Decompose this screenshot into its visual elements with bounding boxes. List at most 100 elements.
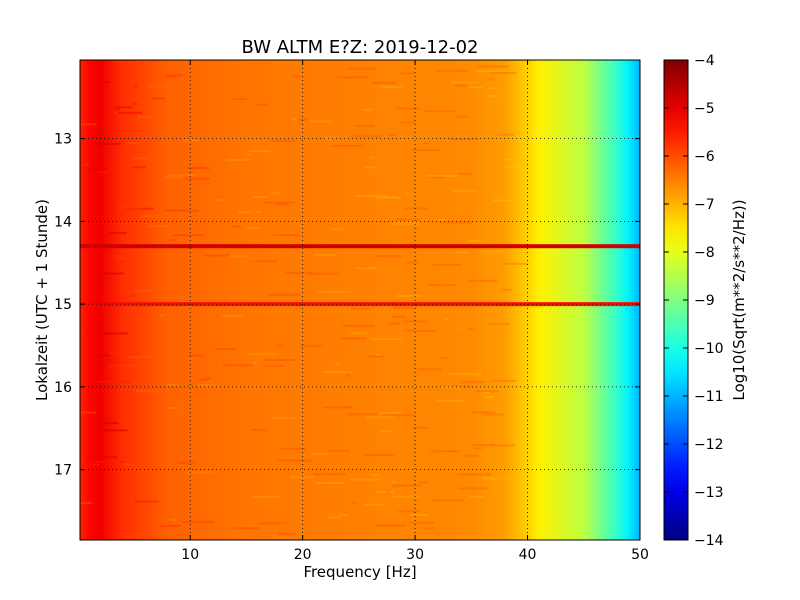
texture-streak xyxy=(409,521,435,524)
texture-streak xyxy=(131,166,146,169)
texture-streak xyxy=(275,344,284,347)
texture-streak xyxy=(228,255,248,258)
texture-streak xyxy=(232,98,248,101)
texture-streak xyxy=(184,139,200,142)
x-tick-label: 10 xyxy=(181,547,199,563)
texture-streak xyxy=(270,139,295,142)
texture-streak xyxy=(444,318,449,321)
x-axis-label: Frequency [Hz] xyxy=(303,563,416,581)
texture-streak xyxy=(457,473,492,476)
texture-streak xyxy=(222,364,253,367)
texture-streak xyxy=(99,354,111,357)
texture-streak xyxy=(278,532,296,535)
y-tick-label: 16 xyxy=(54,380,72,396)
x-tick-label: 50 xyxy=(631,547,649,563)
texture-streak xyxy=(344,406,354,409)
texture-streak xyxy=(481,250,507,253)
texture-streak xyxy=(113,255,122,258)
texture-streak xyxy=(390,495,421,498)
texture-streak xyxy=(448,373,482,376)
colorbar-tick-label: −13 xyxy=(694,485,724,501)
texture-streak xyxy=(252,361,259,364)
texture-streak xyxy=(438,221,472,224)
plot-frame xyxy=(79,59,641,541)
texture-streak xyxy=(380,430,394,433)
texture-streak xyxy=(215,348,237,351)
texture-streak xyxy=(425,527,434,530)
texture-streak xyxy=(248,353,278,356)
texture-streak xyxy=(395,218,420,221)
x-tick-label: 20 xyxy=(294,547,312,563)
texture-streak xyxy=(80,411,97,414)
texture-streak xyxy=(489,72,517,75)
texture-streak xyxy=(103,422,119,425)
texture-streak xyxy=(430,450,458,453)
texture-streak xyxy=(431,499,463,502)
texture-streak xyxy=(423,110,456,113)
texture-streak xyxy=(310,120,332,123)
texture-streak xyxy=(258,522,287,525)
texture-streak xyxy=(389,322,401,325)
texture-streak xyxy=(490,379,517,382)
texture-streak xyxy=(178,461,196,464)
texture-streak xyxy=(114,107,120,110)
texture-streak xyxy=(326,449,350,452)
gridlines xyxy=(80,60,640,540)
texture-streak xyxy=(349,332,367,335)
texture-streak xyxy=(225,159,249,162)
texture-streak xyxy=(130,294,135,297)
texture-streak xyxy=(449,450,461,453)
texture-streak xyxy=(391,484,421,487)
texture-streak xyxy=(440,357,448,360)
texture-streak xyxy=(436,399,465,402)
texture-streak xyxy=(375,255,403,258)
colorbar-tick-label: −8 xyxy=(694,245,715,261)
texture-streak xyxy=(116,206,139,209)
texture-streak xyxy=(500,288,513,291)
texture-streak xyxy=(468,86,484,89)
texture-streak xyxy=(504,158,528,161)
texture-streak xyxy=(464,454,479,457)
y-tick-label: 15 xyxy=(54,297,72,313)
texture-streak xyxy=(356,266,377,269)
texture-streak xyxy=(204,377,211,380)
texture-streak xyxy=(394,220,420,223)
texture-streak xyxy=(486,78,495,81)
texture-streak xyxy=(109,352,140,355)
texture-streak xyxy=(246,153,252,156)
texture-streak xyxy=(330,228,345,231)
y-tick-label: 14 xyxy=(54,214,72,230)
x-tick-label: 30 xyxy=(406,547,424,563)
texture-streak xyxy=(375,353,380,356)
texture-streak xyxy=(488,322,510,325)
texture-streak xyxy=(160,524,182,527)
texture-streak xyxy=(402,320,428,323)
texture-streak xyxy=(116,111,143,114)
texture-streak xyxy=(285,272,313,275)
texture-streak xyxy=(311,453,329,456)
texture-streak xyxy=(328,516,342,519)
texture-streak xyxy=(322,406,347,409)
y-axis-ticks: 13 14 15 16 17 xyxy=(54,132,640,479)
texture-streak xyxy=(292,75,301,78)
texture-streak xyxy=(391,315,406,318)
texture-streak xyxy=(270,417,295,420)
texture-streak xyxy=(390,223,421,226)
texture-streak xyxy=(435,69,468,72)
texture-streak xyxy=(83,163,90,166)
texture-streak xyxy=(365,416,395,419)
texture-streak xyxy=(322,370,354,373)
texture-streak xyxy=(97,380,131,383)
texture-streak xyxy=(467,279,498,282)
texture-streak xyxy=(370,337,403,340)
texture-streak xyxy=(324,137,335,140)
texture-streak xyxy=(431,263,462,266)
colorbar-tick-label: −10 xyxy=(694,341,724,357)
texture-streak xyxy=(251,428,267,431)
texture-streak xyxy=(198,378,208,381)
texture-streak xyxy=(100,332,128,335)
texture-streak xyxy=(133,85,138,88)
texture-streak xyxy=(411,149,441,152)
texture-streak xyxy=(272,234,300,237)
